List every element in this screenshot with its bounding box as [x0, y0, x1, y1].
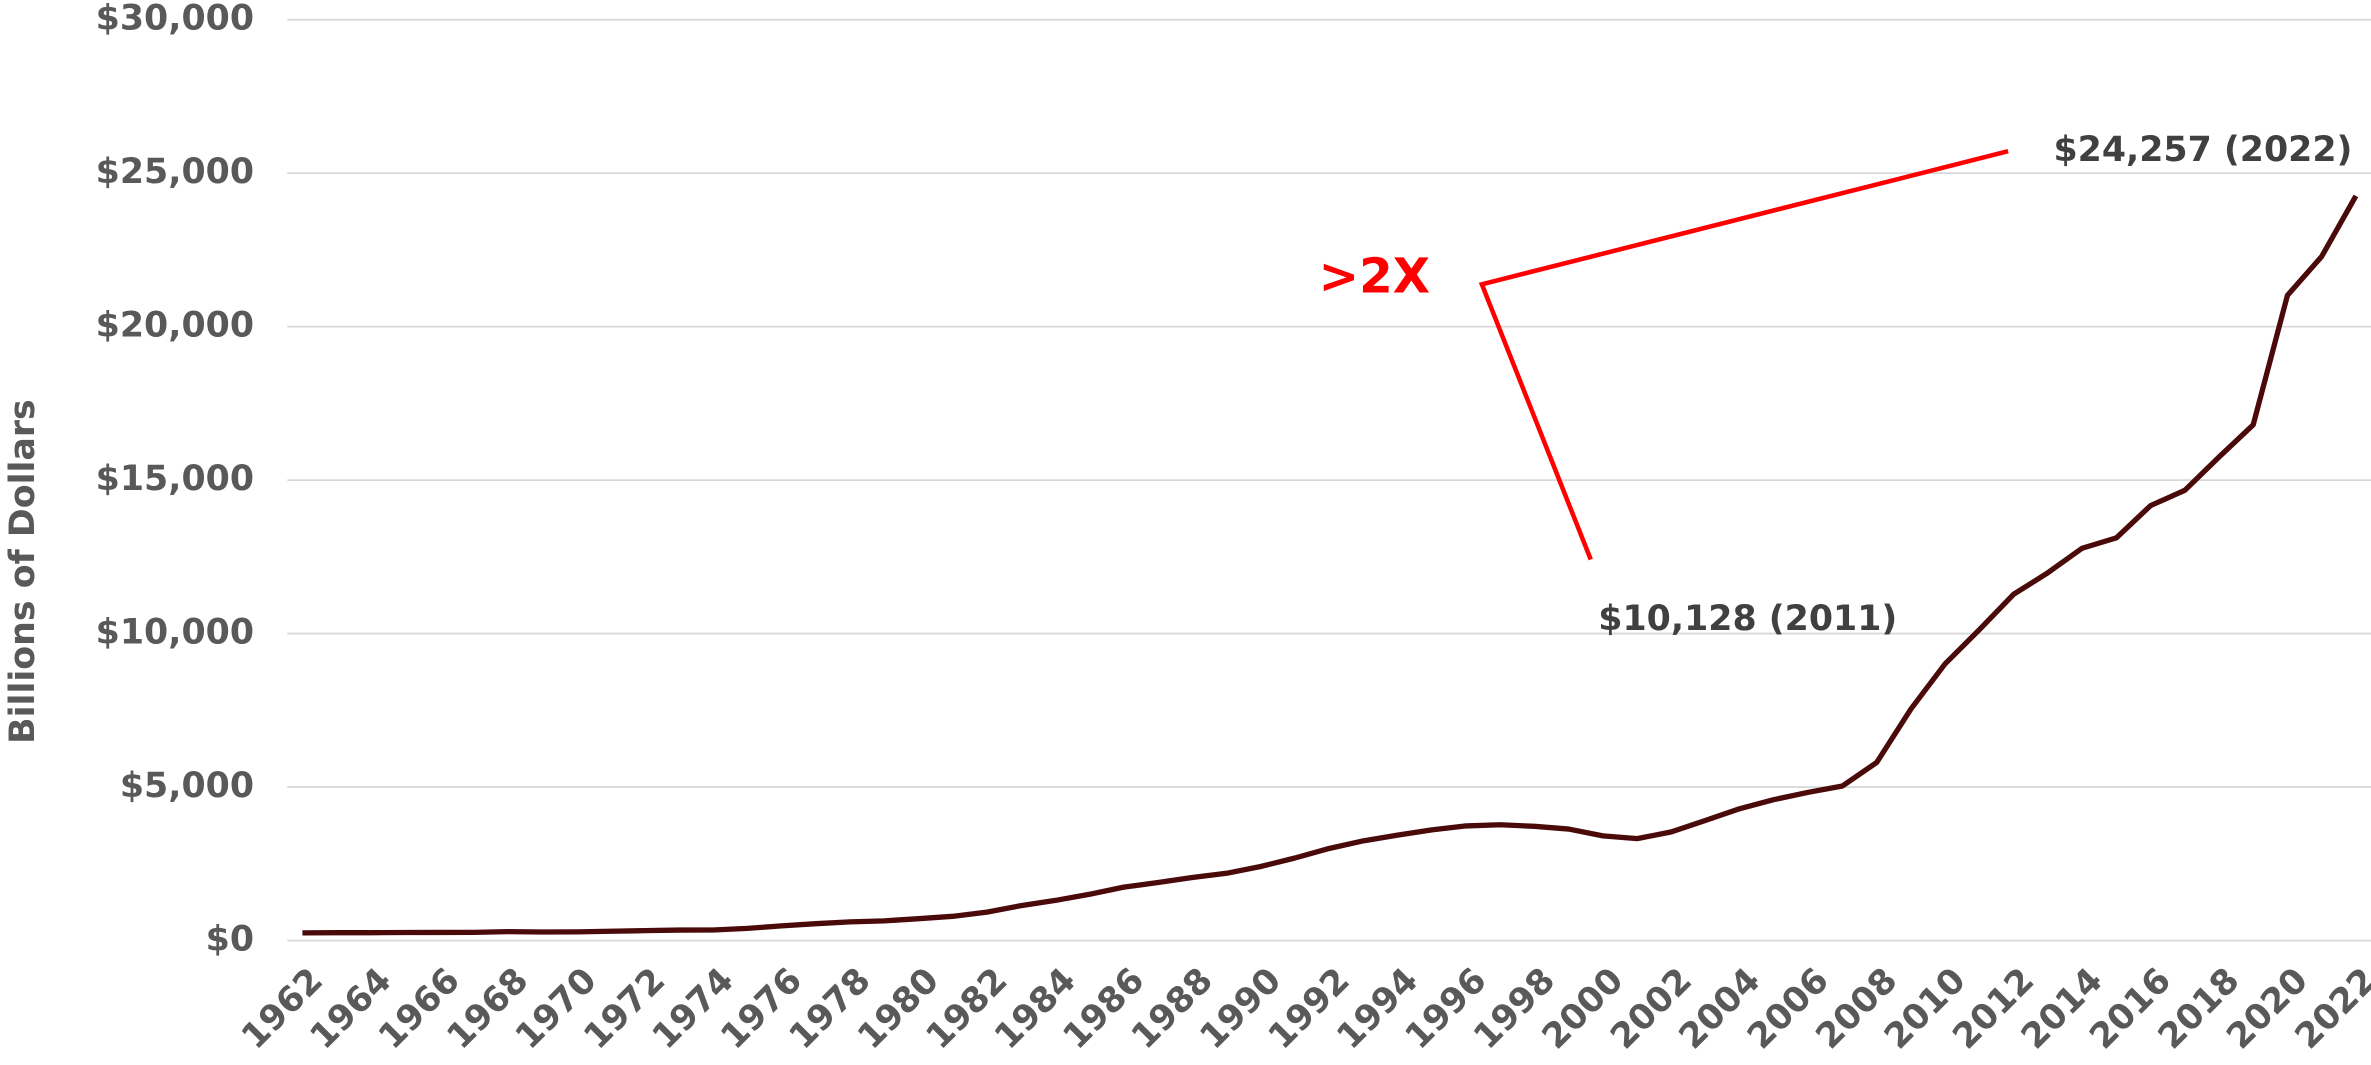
annotation-2022: $24,257 (2022)	[2053, 130, 2352, 170]
y-axis-label: Billions of Dollars	[3, 399, 43, 744]
y-tick-label: $10,000	[96, 613, 254, 653]
y-tick-label: $20,000	[96, 306, 254, 346]
y-tick-label: $0	[206, 920, 254, 960]
line-series	[302, 194, 2359, 936]
y-tick-label: $5,000	[120, 766, 254, 806]
grid	[287, 18, 2371, 942]
annotation-multiplier: >2X	[1319, 249, 1431, 305]
y-tick-label: $30,000	[96, 0, 254, 39]
y-tick-label: $25,000	[96, 152, 254, 192]
annotation-lines	[1478, 149, 2009, 561]
annotation-2011: $10,128 (2011)	[1598, 599, 1897, 639]
y-tick-label: $15,000	[96, 459, 254, 499]
